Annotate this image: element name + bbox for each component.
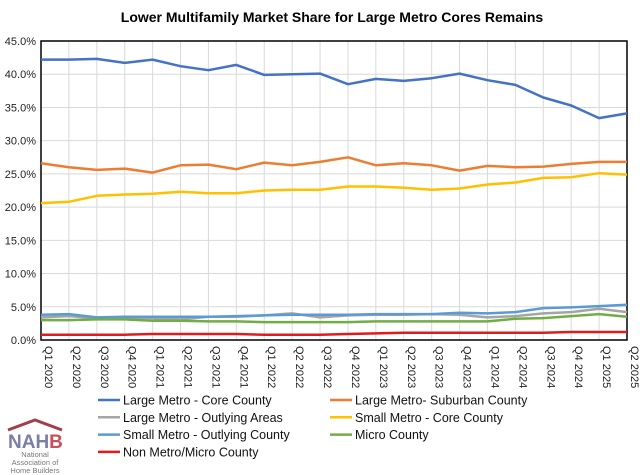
y-tick-label: 45.0% [5,36,36,48]
series-line-small-metro-outlying-county [40,303,628,319]
logo-subtitle: National Association of Home Builders [10,450,60,475]
logo-text: NAHB [8,432,63,453]
x-tick-label: Q1 2021 [154,346,166,388]
x-tick-label: Q2 2021 [182,346,194,388]
legend-item: Large Metro - Outlying Areas [98,411,283,425]
y-tick-label: 15.0% [5,235,36,247]
x-tick-label: Q1 2020 [42,346,54,388]
x-tick-label: Q2 2022 [293,346,305,388]
x-tick-label: Q3 2022 [321,346,333,388]
x-tick-label: Q4 2022 [349,346,361,388]
legend-item: Non Metro/Micro County [98,445,259,459]
x-tick-label: Q1 2024 [488,346,500,388]
legend-label: Large Metro - Core County [123,394,272,408]
x-tick-label: Q1 2025 [600,346,612,388]
y-tick-label: 35.0% [5,102,36,114]
series-line-micro-county [41,312,628,324]
x-tick-label: Q1 2022 [265,346,277,388]
y-tick-label: 40.0% [5,69,36,81]
x-tick-label: Q3 2024 [544,346,556,388]
x-tick-label: Q3 2020 [98,346,110,388]
legend-label: Large Metro - Outlying Areas [123,411,283,425]
x-tick-label: Q4 2020 [126,346,138,388]
x-tick-label: Q1 2023 [377,346,389,388]
x-tick-label: Q2 2025 [628,346,640,388]
y-tick-label: 25.0% [5,169,36,181]
x-tick-label: Q4 2023 [461,346,473,388]
series-line-large-metro-suburban-county [40,156,627,174]
series-line-large-metro-outlying-areas [40,307,628,321]
y-tick-label: 20.0% [5,202,36,214]
x-tick-label: Q2 2024 [516,346,528,388]
x-tick-label: Q4 2024 [572,346,584,388]
y-tick-label: 0.0% [11,335,36,347]
x-tick-label: Q4 2021 [237,346,249,388]
x-tick-label: Q3 2021 [209,346,221,388]
legend-label: Small Metro - Core County [355,411,504,425]
plot-area-border [40,40,628,341]
legend-label: Micro County [355,428,429,442]
series-line-non-metro-micro-county [41,330,627,336]
x-tick-label: Q2 2020 [70,346,82,388]
legend-item: Large Metro - Core County [98,394,272,408]
x-tick-label: Q2 2023 [405,346,417,388]
nahb-logo: NAHB [7,418,63,453]
legend-item: Small Metro - Core County [330,411,504,425]
y-tick-label: 30.0% [5,136,36,148]
series-line-small-metro-core-county [40,171,628,205]
chart-title: Lower Multifamily Market Share for Large… [121,9,544,25]
legend-item: Micro County [330,428,429,442]
legend-item: Large Metro- Suburban County [330,394,528,408]
legend-label: Non Metro/Micro County [123,445,259,459]
legend-item: Small Metro - Outlying County [98,428,290,442]
x-tick-label: Q3 2023 [433,346,445,388]
legend-label: Small Metro - Outlying County [123,428,290,442]
legend-label: Large Metro- Suburban County [355,394,528,408]
y-tick-label: 10.0% [5,269,36,281]
series-line-large-metro-core-county [41,57,628,120]
y-tick-label: 5.0% [11,302,36,314]
